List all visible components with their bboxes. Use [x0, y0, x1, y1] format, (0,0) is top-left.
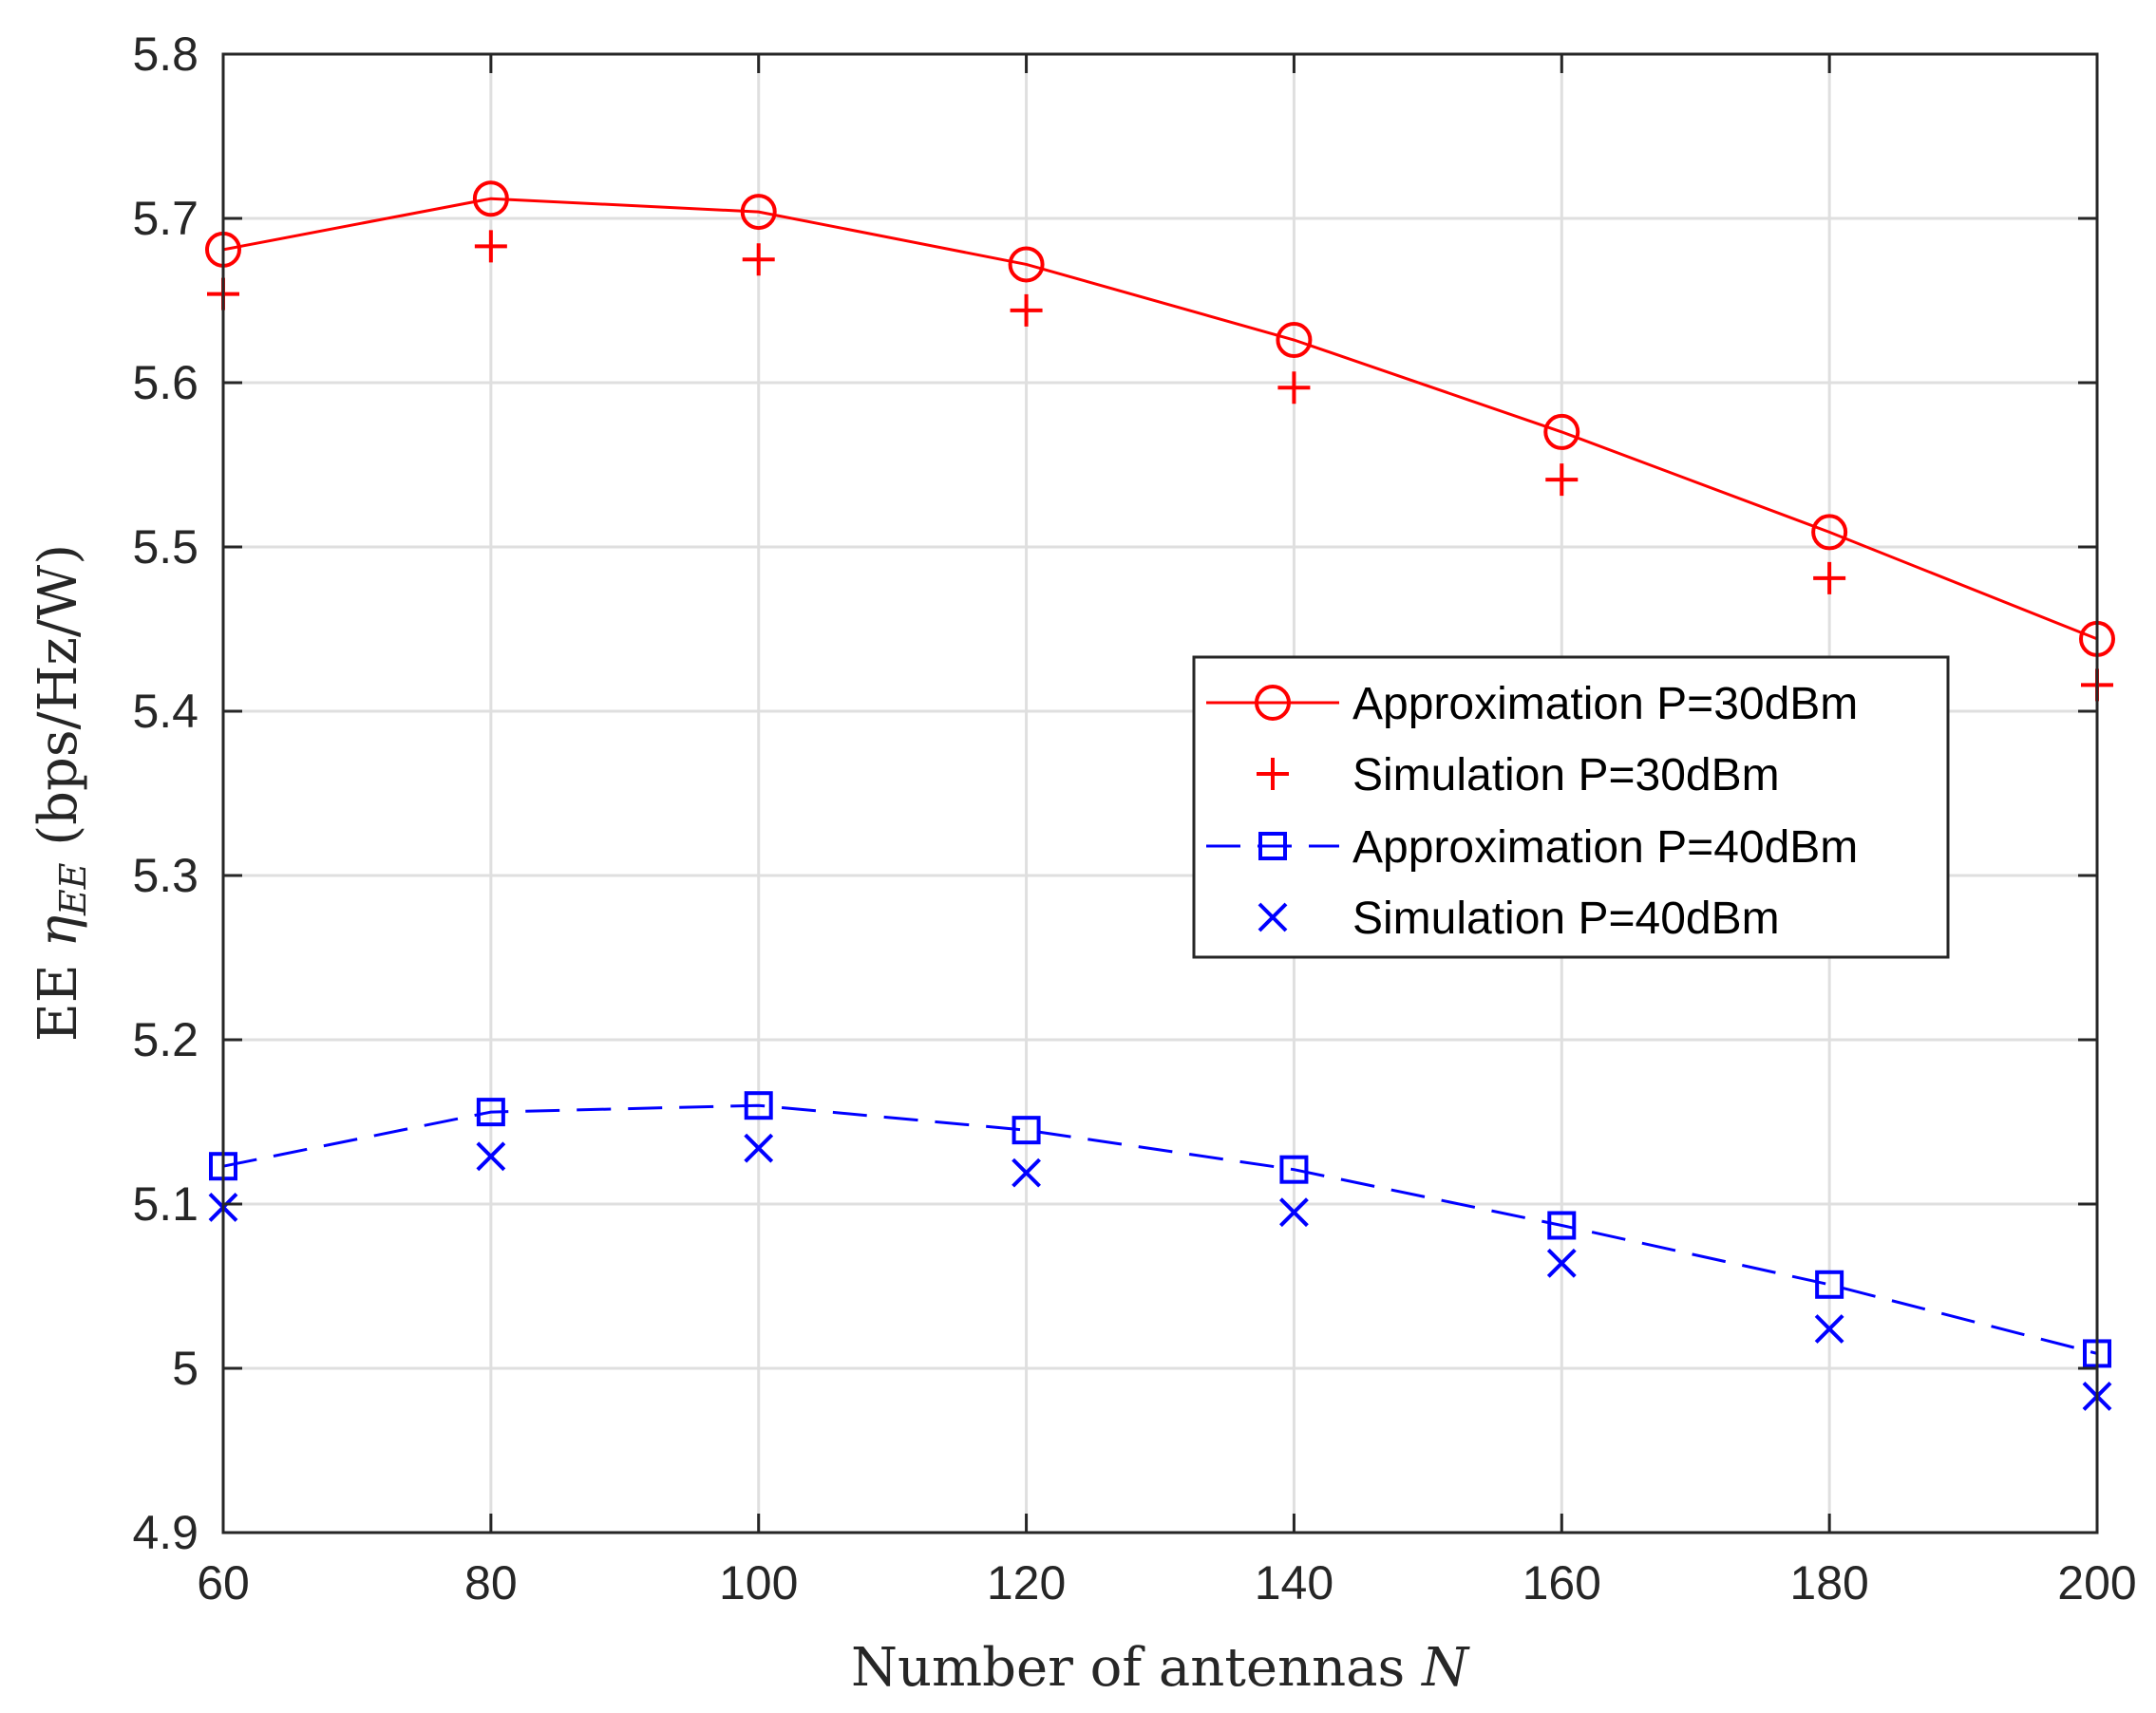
data-point-x — [1279, 1197, 1309, 1228]
x-tick-label: 180 — [1789, 1556, 1868, 1609]
data-point-plus — [1277, 371, 1311, 405]
x-tick-label: 100 — [719, 1556, 798, 1609]
y-axis-label-unit: (bps/Hz/W) — [28, 544, 89, 863]
legend-label: Simulation P=40dBm — [1352, 894, 1780, 944]
legend-item: Approximation P=30dBm — [1206, 679, 1858, 729]
legend-marker-circle — [1255, 685, 1291, 721]
x-tick-label: 120 — [987, 1556, 1066, 1609]
x-axis-label-variable: N — [1420, 1637, 1470, 1699]
y-tick-label: 5.4 — [132, 685, 199, 738]
series-simulation-p-30dbm — [207, 230, 2113, 702]
legend-marker-plus — [1257, 758, 1289, 790]
y-tick-label: 5.3 — [132, 849, 199, 902]
x-tick-label: 160 — [1522, 1556, 1601, 1609]
series-approximation-p-40dbm — [209, 1091, 2111, 1368]
data-point-circle — [1276, 322, 1313, 359]
plot-frame — [221, 52, 2099, 1534]
series-line — [222, 197, 2098, 641]
data-point-x — [476, 1141, 506, 1172]
data-point-square — [744, 1091, 773, 1120]
x-tick-label: 140 — [1255, 1556, 1333, 1609]
axis-ticks: 60 80 100 120 140 160 180 200 4.9 5 5.1 5.2 5.3 5.4 5.… — [132, 28, 2136, 1609]
data-point-square — [476, 1098, 505, 1127]
x-tick-label: 80 — [464, 1556, 518, 1609]
series-simulation-p-40dbm — [208, 1133, 2112, 1411]
legend-label: Approximation P=40dBm — [1352, 822, 1858, 873]
x-tick-label: 60 — [197, 1556, 250, 1609]
y-tick-label: 5.6 — [132, 356, 199, 409]
legend: Approximation P=30dBm Simulation P=30dBm A… — [1192, 655, 1950, 959]
data-point-plus — [1545, 463, 1579, 497]
y-axis-label-subscript: EE — [52, 862, 94, 916]
legend-marker-x — [1258, 902, 1288, 932]
x-axis-label-text: Number of antennas — [851, 1637, 1422, 1699]
data-point-circle — [1008, 246, 1045, 283]
legend-marker-square — [1258, 832, 1287, 860]
y-axis-label-symbol: η — [28, 915, 89, 948]
legend-item: Approximation P=40dBm — [1206, 822, 1858, 873]
series-line — [222, 1103, 2098, 1355]
series-layer — [205, 180, 2115, 1411]
legend-label: Approximation P=30dBm — [1352, 679, 1858, 729]
legend-box — [1192, 655, 1950, 959]
data-point-x — [744, 1133, 774, 1163]
y-tick-label: 5.2 — [132, 1013, 199, 1066]
data-point-plus — [474, 230, 507, 263]
y-tick-label: 5.5 — [132, 520, 199, 574]
y-axis-label: EE ηEE (bps/Hz/W) — [28, 544, 94, 1042]
data-point-circle — [740, 194, 777, 231]
data-point-plus — [1813, 561, 1846, 594]
legend-label: Simulation P=30dBm — [1352, 750, 1780, 800]
y-axis-label-prefix: EE — [28, 948, 89, 1043]
data-point-plus — [1010, 293, 1043, 327]
data-point-circle — [472, 180, 509, 217]
data-point-circle — [1543, 413, 1580, 450]
y-tick-label: 5 — [172, 1342, 199, 1395]
data-point-circle — [1811, 514, 1848, 551]
data-point-square — [1815, 1270, 1844, 1299]
data-point-x — [1546, 1248, 1577, 1278]
y-tick-label: 5.7 — [132, 192, 199, 245]
data-point-plus — [742, 243, 775, 276]
data-point-x — [1012, 1158, 1041, 1188]
x-tick-label: 200 — [2057, 1556, 2136, 1609]
data-point-square — [1279, 1155, 1309, 1184]
legend-item: Simulation P=40dBm — [1258, 894, 1780, 944]
x-axis-label: Number of antennas N — [851, 1637, 1470, 1699]
y-tick-label: 5.1 — [132, 1177, 199, 1231]
data-point-square — [1012, 1116, 1041, 1145]
data-point-square — [1547, 1211, 1577, 1240]
legend-item: Simulation P=30dBm — [1257, 750, 1780, 800]
y-tick-label: 4.9 — [132, 1506, 199, 1559]
data-point-x — [1814, 1314, 1844, 1344]
y-tick-label: 5.8 — [132, 28, 199, 81]
